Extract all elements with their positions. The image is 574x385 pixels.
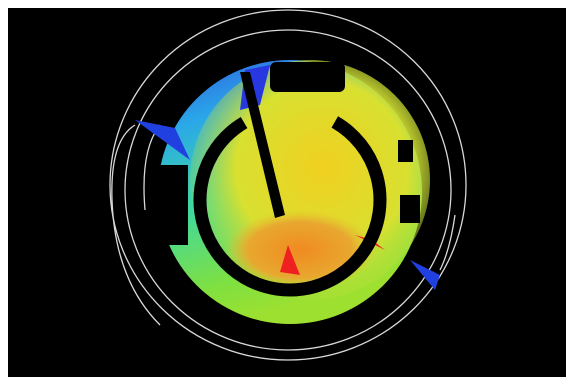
blue-wedge	[410, 260, 440, 290]
outer-rings	[109, 9, 467, 361]
inner-ring	[193, 103, 387, 297]
obstacles	[158, 62, 420, 245]
red-wedge	[280, 245, 300, 275]
blue-wedge	[135, 120, 190, 160]
